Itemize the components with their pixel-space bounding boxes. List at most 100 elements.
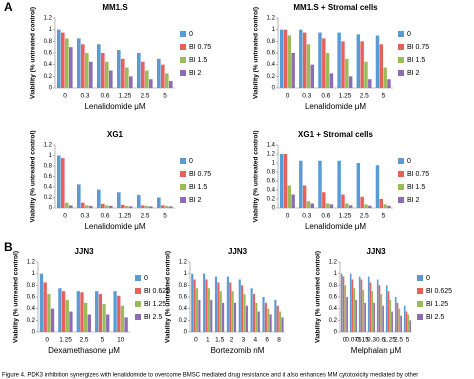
bar — [322, 38, 326, 88]
y-tick-label: 1.2 — [27, 260, 36, 266]
legend-label: 0 — [189, 158, 193, 165]
legend-swatch — [398, 70, 404, 76]
legend-swatch — [417, 314, 423, 320]
bar — [39, 273, 44, 332]
bar — [302, 185, 307, 208]
bar — [291, 53, 295, 88]
bar — [58, 288, 62, 332]
bar — [81, 44, 85, 88]
bar — [165, 73, 169, 88]
y-tick-label: 0.8 — [44, 164, 53, 170]
bar — [233, 302, 237, 332]
bar — [50, 308, 55, 332]
bar — [387, 291, 390, 332]
bar — [120, 305, 125, 332]
bar — [161, 64, 165, 88]
bar — [98, 294, 103, 332]
y-tick-label: 0.6 — [44, 51, 53, 57]
y-tick-label: 0.8 — [27, 283, 36, 289]
bar — [141, 205, 145, 208]
legend-swatch — [180, 184, 186, 190]
bar — [198, 299, 201, 332]
bar — [81, 202, 85, 208]
bar — [283, 29, 288, 89]
bar — [341, 41, 345, 88]
bar — [65, 202, 69, 208]
y-axis-label: Viability (% untreated control) — [165, 251, 172, 343]
bar — [318, 32, 322, 88]
bar — [226, 276, 229, 332]
bar — [382, 305, 384, 332]
bar — [69, 311, 73, 332]
legend-label: BI 2 — [407, 197, 420, 204]
x-tick-label: 0.3 — [80, 93, 89, 100]
x-tick-label: 0 — [286, 93, 290, 100]
x-tick-label: 1.25 — [59, 337, 72, 344]
x-tick-label: 0 — [343, 337, 347, 344]
legend-swatch — [135, 288, 141, 294]
legend-swatch — [180, 57, 186, 63]
bar — [378, 285, 381, 332]
y-tick-label: 1 — [184, 271, 188, 277]
x-tick-label: 2.5 — [394, 337, 403, 344]
x-tick-label: 0.3 — [367, 337, 376, 344]
y-tick-label: 1 — [32, 271, 36, 277]
x-tick-label: 2.5 — [79, 337, 88, 344]
y-tick-label: 0 — [272, 206, 276, 212]
y-tick-label: 1.4 — [267, 143, 276, 149]
bar — [109, 205, 113, 208]
bar — [137, 53, 141, 88]
bar — [89, 205, 93, 208]
bar — [193, 279, 196, 332]
bar — [291, 194, 295, 208]
bar — [203, 273, 206, 332]
bar — [207, 288, 210, 332]
legend-swatch — [180, 44, 186, 50]
bar — [348, 76, 353, 88]
y-tick-label: 0.2 — [44, 74, 53, 80]
x-tick-label: 0 — [286, 213, 290, 220]
bar — [325, 203, 330, 208]
bar — [105, 61, 109, 88]
y-tick-label: 0.6 — [329, 295, 338, 301]
x-tick-label: 5 — [406, 337, 410, 344]
bar — [383, 67, 387, 88]
bar — [125, 205, 129, 208]
bar — [394, 297, 397, 332]
y-tick-label: 1.2 — [179, 260, 188, 266]
y-tick-label: 0.4 — [267, 62, 276, 68]
caption: Figure 4. PDK3 inhibition synergizes wit… — [2, 373, 418, 379]
x-tick-label: 1 — [206, 337, 210, 344]
y-tick-label: 0 — [334, 330, 338, 336]
bar — [360, 196, 364, 208]
x-tick-label: 0.15 — [356, 337, 369, 344]
x-tick-label: 2 — [230, 337, 234, 344]
bar — [149, 206, 153, 208]
bar — [252, 294, 256, 332]
bar — [306, 201, 311, 208]
legend-label: BI 2.5 — [144, 314, 162, 321]
bar — [355, 299, 357, 332]
bar — [76, 291, 80, 332]
bar — [65, 299, 69, 332]
bar — [238, 279, 241, 332]
bar — [368, 79, 372, 88]
y-tick-label: 0.2 — [179, 318, 188, 324]
legend-swatch — [417, 288, 423, 294]
y-tick-label: 0.8 — [179, 283, 188, 289]
bar — [47, 294, 51, 332]
bar — [255, 302, 258, 332]
legend-swatch — [398, 158, 404, 164]
x-tick-label: 1.25 — [339, 93, 352, 100]
bar — [85, 53, 89, 88]
bar — [358, 276, 361, 332]
legend-label: BI 0.625 — [426, 288, 452, 295]
bar — [165, 205, 169, 208]
legend-label: BI 2 — [189, 70, 202, 77]
y-tick-label: 0.6 — [267, 179, 276, 185]
x-tick-label: 8 — [277, 337, 281, 344]
bar — [125, 67, 129, 88]
legend-swatch — [180, 171, 186, 177]
bar — [43, 282, 47, 332]
bar — [262, 297, 265, 332]
